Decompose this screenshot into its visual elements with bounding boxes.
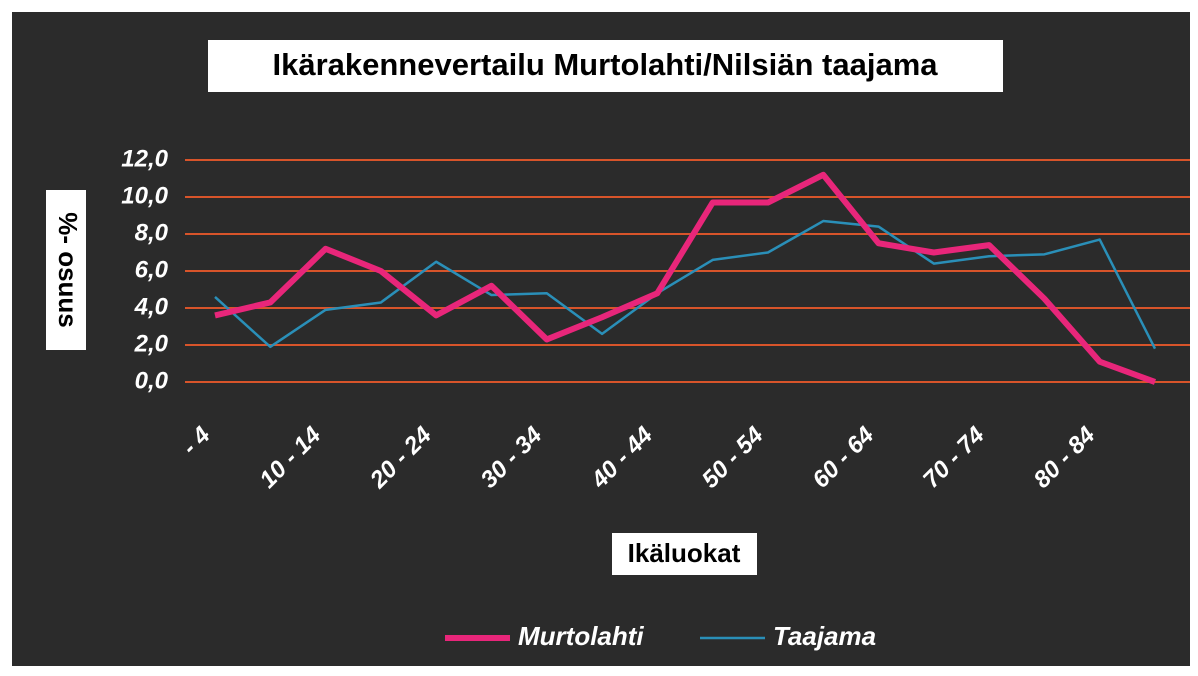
legend-label: Taajama	[773, 621, 876, 651]
y-tick-label: 0,0	[135, 367, 169, 394]
chart-title: Ikärakennevertailu Murtolahti/Nilsiän ta…	[272, 47, 938, 82]
y-tick-label: 12,0	[121, 145, 168, 172]
x-axis-title: Ikäluokat	[628, 538, 741, 568]
x-title-box	[612, 533, 757, 575]
y-tick-label: 4,0	[134, 293, 169, 320]
y-tick-label: 2,0	[134, 330, 169, 357]
y-tick-label: 6,0	[135, 256, 169, 283]
y-tick-label: 8,0	[135, 219, 169, 246]
legend-label: Murtolahti	[518, 621, 644, 651]
y-tick-label: 10,0	[121, 182, 168, 209]
y-axis-title: %- osuus	[53, 212, 83, 328]
series-line	[214, 171, 1157, 385]
title-box	[208, 40, 1003, 92]
chart-background	[12, 12, 1190, 666]
y-title-box	[46, 190, 86, 350]
